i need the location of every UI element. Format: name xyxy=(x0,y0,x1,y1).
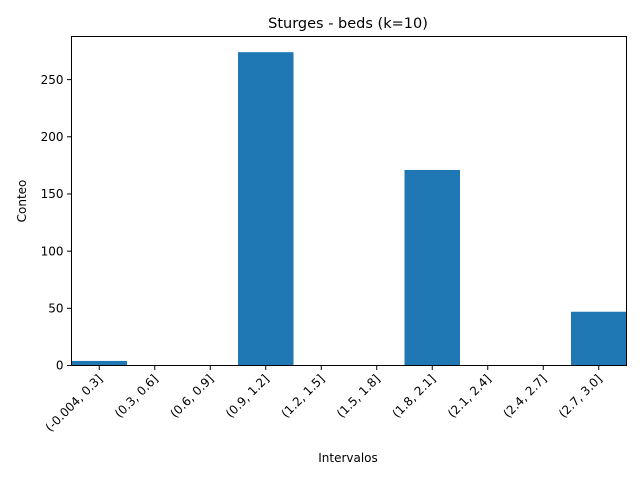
x-tick-label: (1.5, 1.8] xyxy=(334,372,383,421)
y-tick-label: 150 xyxy=(41,187,64,201)
y-tick-label: 50 xyxy=(48,302,63,316)
x-tick-label: (-0.004, 0.3] xyxy=(43,372,106,435)
chart-title: Sturges - beds (k=10) xyxy=(268,16,428,32)
bars-group xyxy=(71,52,627,366)
y-tick-label: 100 xyxy=(41,244,64,258)
x-axis-label: Intervalos xyxy=(318,451,378,465)
x-tick-label: (0.3, 0.6] xyxy=(112,372,161,421)
x-tick-label: (2.4, 2.7] xyxy=(500,372,549,421)
x-tick-label: (1.2, 1.5] xyxy=(278,372,327,421)
bar xyxy=(238,52,294,366)
axes-frame xyxy=(71,36,627,366)
y-tick-label: 250 xyxy=(41,73,64,87)
bar xyxy=(404,169,460,366)
x-tick-label: (2.1, 2.4] xyxy=(445,372,494,421)
y-ticks: 0 50 100 150 200 250 xyxy=(41,73,72,373)
y-axis-label: Conteo xyxy=(15,180,29,223)
y-tick-label: 200 xyxy=(41,130,64,144)
x-tick-label: (1.8, 2.1] xyxy=(389,372,438,421)
x-ticks: (-0.004, 0.3] (0.3, 0.6] (0.6, 0.9] (0.9, 1… xyxy=(43,365,605,435)
bar xyxy=(71,360,127,366)
y-tick-label: 0 xyxy=(56,359,64,373)
x-tick-label: (0.9, 1.2] xyxy=(223,372,272,421)
bar xyxy=(571,311,627,366)
x-tick-label: (2.7, 3.0] xyxy=(556,372,605,421)
x-tick-label: (0.6, 0.9] xyxy=(167,372,216,421)
